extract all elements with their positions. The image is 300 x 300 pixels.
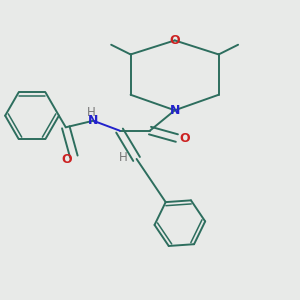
Text: N: N xyxy=(88,114,98,127)
Text: H: H xyxy=(86,106,95,119)
Text: O: O xyxy=(169,34,180,47)
Text: H: H xyxy=(119,151,128,164)
Text: O: O xyxy=(179,132,190,145)
Text: N: N xyxy=(169,104,180,117)
Text: O: O xyxy=(61,153,72,166)
